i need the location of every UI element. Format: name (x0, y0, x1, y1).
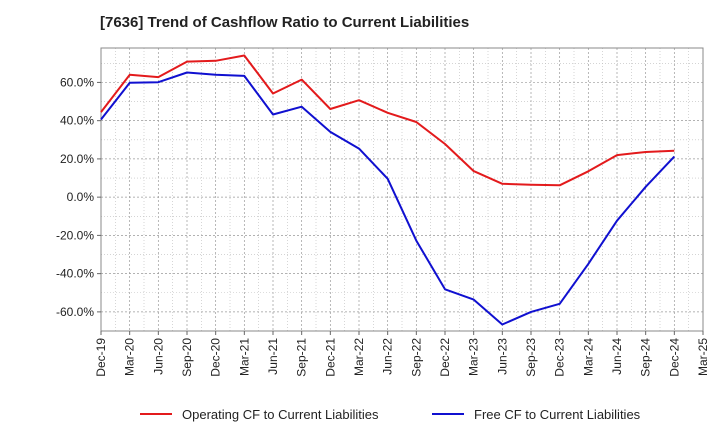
legend: Operating CF to Current Liabilities Free … (140, 407, 641, 422)
y-tick-label: 20.0% (60, 152, 94, 166)
x-tick-label: Dec-23 (553, 338, 567, 377)
series-lines (100, 54, 676, 326)
x-tick-label: Mar-20 (123, 338, 137, 376)
tick-labels: 60.0% 40.0% 20.0% 0.0% -20.0% -40.0% -60.0% Dec… (56, 75, 710, 376)
x-tick-label: Sep-23 (524, 338, 538, 377)
x-tick-label: Mar-23 (467, 338, 481, 376)
series-line-1 (100, 54, 675, 187)
x-tick-label: Sep-24 (639, 338, 653, 377)
legend-label-1: Operating CF to Current Liabilities (182, 407, 379, 422)
x-tick-label: Dec-20 (209, 338, 223, 377)
x-tick-label: Dec-24 (667, 338, 681, 377)
x-tick-label: Mar-22 (352, 338, 366, 376)
x-tick-label: Sep-22 (409, 338, 423, 377)
chart-title: [7636] Trend of Cashflow Ratio to Curren… (100, 14, 470, 31)
x-tick-label: Jun-22 (381, 338, 395, 375)
x-tick-label: Jun-21 (266, 338, 280, 375)
x-tick-label: Mar-25 (696, 338, 710, 376)
grid-lines (101, 48, 703, 331)
x-tick-label: Sep-21 (295, 338, 309, 377)
x-tick-label: Jun-23 (495, 338, 509, 375)
legend-label-2: Free CF to Current Liabilities (474, 407, 641, 422)
plot-frame (100, 47, 704, 332)
y-tick-label: 0.0% (67, 190, 95, 204)
series-line-2 (100, 71, 676, 326)
y-tick-label: -60.0% (56, 305, 94, 319)
axes (97, 47, 704, 335)
y-tick-label: -20.0% (56, 228, 94, 242)
y-tick-label: -40.0% (56, 267, 94, 281)
x-tick-label: Mar-21 (237, 338, 251, 376)
x-tick-label: Mar-24 (581, 338, 595, 376)
x-tick-label: Dec-22 (438, 338, 452, 377)
y-tick-label: 40.0% (60, 114, 94, 128)
x-tick-label: Jun-20 (151, 338, 165, 375)
x-tick-label: Sep-20 (180, 338, 194, 377)
x-tick-label: Jun-24 (610, 338, 624, 375)
x-tick-label: Dec-21 (323, 338, 337, 377)
x-tick-label: Dec-19 (94, 338, 108, 377)
y-tick-label: 60.0% (60, 75, 94, 89)
